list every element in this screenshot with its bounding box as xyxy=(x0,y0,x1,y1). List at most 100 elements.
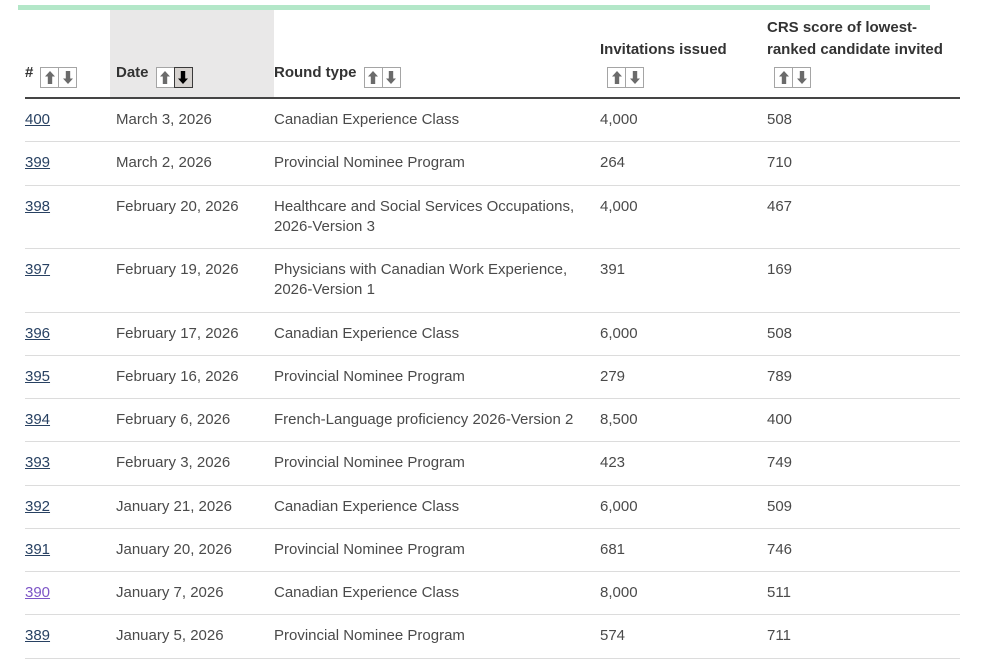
crs-score-cell: 746 xyxy=(767,528,960,573)
table-header: # Date Round type Invitations issued CRS… xyxy=(25,5,960,99)
sort-descending-button-active[interactable] xyxy=(173,67,193,88)
crs-score-cell: 508 xyxy=(767,98,960,143)
crs-score-cell: 749 xyxy=(767,441,960,486)
arrow-up-icon xyxy=(160,71,171,84)
sort-descending-button[interactable] xyxy=(625,67,644,88)
sort-ascending-button[interactable] xyxy=(155,67,175,88)
sort-controls-date xyxy=(155,66,193,88)
crs-score-cell: 509 xyxy=(767,485,960,529)
round-number-cell: 395 xyxy=(25,355,110,400)
date-cell: March 2, 2026 xyxy=(110,141,274,186)
round-number-link[interactable]: 398 xyxy=(25,197,51,215)
column-label-invitations: Invitations issued xyxy=(600,41,727,58)
round-number-link[interactable]: 394 xyxy=(25,411,51,428)
round-number-cell: 389 xyxy=(25,614,110,659)
date-cell: January 21, 2026 xyxy=(110,485,274,529)
sort-controls-round-type xyxy=(363,66,401,88)
round-number-link[interactable]: 399 xyxy=(25,154,51,172)
invitations-issued-cell: 391 xyxy=(600,248,767,313)
crs-score-cell: 511 xyxy=(767,571,960,616)
date-cell: February 16, 2026 xyxy=(110,355,274,400)
table-row: 399 March 2, 2026 Provincial Nominee Progr… xyxy=(25,141,960,186)
date-cell: January 7, 2026 xyxy=(110,571,274,616)
sort-descending-button[interactable] xyxy=(58,67,78,88)
round-number-cell: 390 xyxy=(25,571,110,616)
arrow-up-icon xyxy=(44,71,55,84)
sort-controls-invitations xyxy=(607,66,644,88)
round-number-link[interactable]: 392 xyxy=(25,497,51,515)
round-type-cell: Physicians with Canadian Work Experience… xyxy=(274,248,600,313)
table-row: 396 February 17, 2026 Canadian Experience … xyxy=(25,312,960,356)
arrow-down-icon xyxy=(386,71,396,84)
date-cell: January 20, 2026 xyxy=(110,528,274,573)
invitations-issued-cell: 423 xyxy=(600,441,767,486)
column-label-round-type: Round type xyxy=(274,63,357,81)
arrow-down-icon xyxy=(796,71,807,84)
table-row: 389 January 5, 2026 Provincial Nominee Pro… xyxy=(25,614,960,659)
round-number-cell: 399 xyxy=(25,141,110,186)
column-header-date: Date xyxy=(110,5,274,99)
arrow-up-icon xyxy=(368,71,378,84)
sort-ascending-button[interactable] xyxy=(607,67,626,88)
round-number-link[interactable]: 389 xyxy=(25,627,51,645)
table-row: 394 February 6, 2026 French-Language profi… xyxy=(25,398,960,443)
table-row: 400 March 3, 2026 Canadian Experience Clas… xyxy=(25,98,960,143)
date-cell: February 3, 2026 xyxy=(110,441,274,486)
round-number-link[interactable]: 393 xyxy=(25,454,51,472)
invitations-issued-cell: 574 xyxy=(600,614,767,659)
date-cell: January 5, 2026 xyxy=(110,614,274,659)
invitations-issued-cell: 6,000 xyxy=(600,485,767,529)
date-cell: February 20, 2026 xyxy=(110,185,274,249)
sort-controls-crs-score xyxy=(774,66,811,88)
date-cell: March 3, 2026 xyxy=(110,98,274,143)
round-number-link[interactable]: 396 xyxy=(25,324,51,342)
sort-ascending-button[interactable] xyxy=(363,67,383,88)
sort-ascending-button[interactable] xyxy=(774,67,793,88)
table-row: 392 January 21, 2026 Canadian Experience C… xyxy=(25,485,960,529)
round-number-link[interactable]: 391 xyxy=(25,540,51,558)
date-cell: February 17, 2026 xyxy=(110,312,274,356)
round-type-cell: Provincial Nominee Program xyxy=(274,528,600,573)
crs-score-cell: 789 xyxy=(767,355,960,400)
table-row: 390 January 7, 2026 Canadian Experience Cl… xyxy=(25,571,960,616)
round-number-cell: 393 xyxy=(25,441,110,486)
round-number-link[interactable]: 400 xyxy=(25,111,51,128)
sort-ascending-button[interactable] xyxy=(40,67,60,88)
round-number-cell: 394 xyxy=(25,398,110,443)
crs-score-cell: 711 xyxy=(767,614,960,659)
column-header-round-type: Round type xyxy=(274,5,600,99)
round-number-link[interactable]: 390 xyxy=(25,584,51,601)
round-type-cell: Canadian Experience Class xyxy=(274,312,600,356)
round-type-cell: French-Language proficiency 2026-Version… xyxy=(274,398,600,443)
crs-score-cell: 508 xyxy=(767,312,960,356)
table-row: 397 February 19, 2026 Physicians with Cana… xyxy=(25,248,960,313)
invitations-issued-cell: 279 xyxy=(600,355,767,400)
date-cell: February 6, 2026 xyxy=(110,398,274,443)
round-number-cell: 392 xyxy=(25,485,110,529)
round-type-cell: Provincial Nominee Program xyxy=(274,141,600,186)
round-number-cell: 398 xyxy=(25,185,110,249)
invitations-issued-cell: 681 xyxy=(600,528,767,573)
round-number-cell: 391 xyxy=(25,528,110,573)
arrow-up-icon xyxy=(611,71,622,84)
invitations-issued-cell: 264 xyxy=(600,141,767,186)
round-number-link[interactable]: 395 xyxy=(25,367,51,385)
table-row: 398 February 20, 2026 Healthcare and Socia… xyxy=(25,185,960,249)
arrow-down-icon xyxy=(629,71,640,84)
sort-descending-button[interactable] xyxy=(381,67,401,88)
column-header-crs-score: CRS score of lowest-ranked candidate inv… xyxy=(767,5,960,99)
table-row: 395 February 16, 2026 Provincial Nominee P… xyxy=(25,355,960,400)
crs-score-cell: 710 xyxy=(767,141,960,186)
round-type-cell: Canadian Experience Class xyxy=(274,485,600,529)
round-type-cell: Provincial Nominee Program xyxy=(274,441,600,486)
round-type-cell: Healthcare and Social Services Occupatio… xyxy=(274,185,600,249)
sort-descending-button[interactable] xyxy=(792,67,811,88)
arrow-up-icon xyxy=(778,71,789,84)
round-number-link[interactable]: 397 xyxy=(25,261,51,278)
top-accent-bar xyxy=(18,5,930,10)
round-type-cell: Provincial Nominee Program xyxy=(274,614,600,659)
column-label-crs-score: CRS score of lowest-ranked candidate inv… xyxy=(767,18,943,59)
invitations-issued-cell: 8,500 xyxy=(600,398,767,443)
arrow-down-icon xyxy=(62,71,73,84)
header-row: # Date Round type Invitations issued CRS… xyxy=(25,5,960,99)
